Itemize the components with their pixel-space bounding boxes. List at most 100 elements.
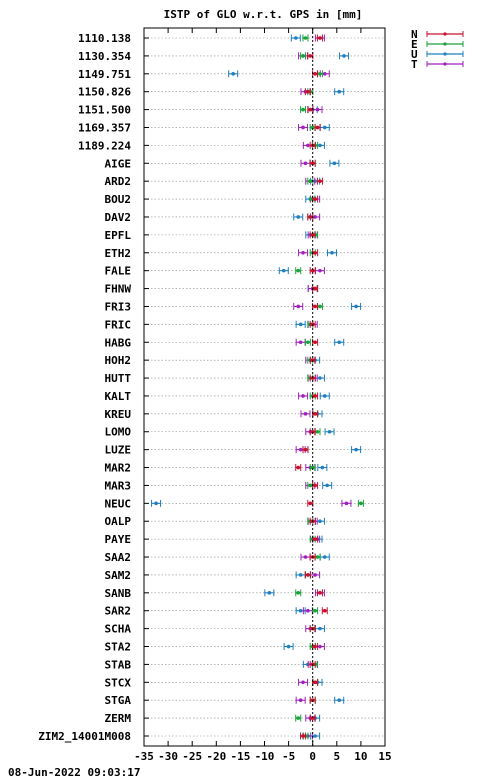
marker-N <box>300 732 307 740</box>
marker-dot <box>310 429 315 434</box>
marker-N <box>309 374 316 382</box>
marker-U <box>295 571 306 579</box>
legend-label-E: E <box>411 38 418 51</box>
station-label: 1110.138 <box>78 32 131 45</box>
marker-T <box>300 159 311 167</box>
marker-N <box>316 589 323 597</box>
marker-dot <box>306 143 310 148</box>
station-label: SCHA <box>105 623 132 636</box>
station-label: 1151.500 <box>78 104 131 117</box>
station-label: STA2 <box>105 641 132 654</box>
marker-dot <box>296 716 301 720</box>
marker-dot <box>310 716 315 720</box>
marker-T <box>300 553 311 561</box>
marker-dot <box>313 483 317 488</box>
marker-dot <box>310 268 315 273</box>
marker-U <box>322 481 333 489</box>
x-tick-label: 0 <box>309 750 316 763</box>
marker-dot <box>318 143 322 148</box>
station-label: MAR3 <box>105 479 132 492</box>
marker-dot <box>322 71 327 76</box>
station-label: AIGE <box>105 157 132 170</box>
marker-dot <box>298 322 303 327</box>
station-label: FRI3 <box>105 300 132 313</box>
marker-dot <box>308 107 313 112</box>
station-label: HABG <box>105 336 132 349</box>
marker-dot <box>315 555 320 559</box>
marker-U <box>329 159 340 167</box>
marker-dot <box>313 734 317 738</box>
x-tick-label: -35 <box>134 750 154 763</box>
marker-N <box>314 123 321 131</box>
station-label: NEUC <box>105 497 132 510</box>
marker-dot <box>330 250 334 255</box>
marker-dot <box>286 644 291 649</box>
marker-U <box>319 392 330 400</box>
marker-dot <box>301 734 305 738</box>
marker-dot <box>310 465 315 470</box>
station-label: ETH2 <box>105 247 132 260</box>
station-label: ZERM <box>105 712 132 725</box>
marker-dot <box>303 161 308 166</box>
x-tick-label: -30 <box>158 750 178 763</box>
station-label: SAR2 <box>105 605 132 618</box>
marker-U <box>324 428 335 436</box>
marker-dot <box>301 125 305 130</box>
legend-label-T: T <box>411 58 418 71</box>
marker-N <box>309 159 316 167</box>
station-label: SAM2 <box>105 569 132 582</box>
marker-U <box>278 267 289 275</box>
marker-dot <box>318 591 322 595</box>
marker-dot <box>318 71 322 76</box>
marker-E <box>300 106 307 114</box>
station-label: BOU2 <box>105 193 132 206</box>
marker-N <box>316 177 323 185</box>
marker-dot <box>313 537 317 541</box>
marker-dot <box>298 698 303 703</box>
marker-dot <box>318 179 322 183</box>
marker-dot <box>322 555 327 559</box>
marker-dot <box>310 125 315 130</box>
legend-label-U: U <box>411 48 418 61</box>
marker-dot <box>306 340 310 345</box>
marker-U <box>326 249 337 257</box>
marker-U <box>351 446 362 454</box>
marker-dot <box>344 501 349 506</box>
marker-dot <box>298 447 303 452</box>
marker-dot <box>301 107 305 112</box>
marker-N <box>312 481 319 489</box>
marker-N <box>309 428 316 436</box>
marker-dot <box>154 501 158 506</box>
marker-E <box>312 607 319 615</box>
marker-T <box>300 410 311 418</box>
marker-dot <box>303 447 308 452</box>
marker-dot <box>313 412 317 416</box>
station-label: KALT <box>105 390 132 403</box>
marker-dot <box>318 644 322 649</box>
marker-dot <box>313 71 317 76</box>
marker-dot <box>332 161 337 166</box>
plot-frame <box>143 27 386 747</box>
station-label: EPFL <box>105 229 132 242</box>
marker-dot <box>298 573 303 577</box>
marker-dot <box>313 394 317 398</box>
marker-T <box>295 338 306 346</box>
marker-N <box>316 34 323 42</box>
station-label: 1130.354 <box>78 50 131 63</box>
station-label: HUTT <box>105 372 132 385</box>
marker-T <box>293 302 304 310</box>
marker-dot <box>322 125 327 130</box>
marker-dot <box>354 447 358 452</box>
marker-T <box>298 123 309 131</box>
station-label: LUZE <box>105 444 132 457</box>
marker-E <box>304 338 311 346</box>
marker-U <box>295 320 306 328</box>
marker-T <box>310 571 321 579</box>
marker-N <box>304 88 311 96</box>
marker-N <box>307 52 314 60</box>
marker-U <box>290 34 301 42</box>
station-label: LOMO <box>105 426 132 439</box>
x-tick-label: -15 <box>230 750 250 763</box>
marker-dot <box>337 89 342 94</box>
